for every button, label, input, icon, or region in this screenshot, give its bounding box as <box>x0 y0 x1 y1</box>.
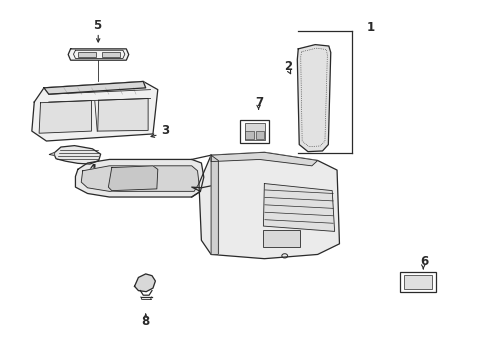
Polygon shape <box>44 81 146 94</box>
Polygon shape <box>81 166 199 192</box>
Text: 4: 4 <box>88 163 97 176</box>
Text: 1: 1 <box>367 21 375 34</box>
Text: 6: 6 <box>420 255 428 268</box>
Polygon shape <box>264 184 335 231</box>
Bar <box>400 272 437 292</box>
Text: 2: 2 <box>285 60 293 73</box>
Bar <box>404 275 433 289</box>
Bar <box>245 123 265 140</box>
Bar <box>240 120 269 143</box>
Bar <box>264 230 300 247</box>
Polygon shape <box>108 166 158 191</box>
Polygon shape <box>211 152 318 166</box>
Polygon shape <box>297 45 331 152</box>
Polygon shape <box>75 159 204 197</box>
Polygon shape <box>98 99 148 131</box>
Polygon shape <box>211 155 219 255</box>
Bar <box>102 53 121 57</box>
Polygon shape <box>32 81 158 141</box>
Text: 8: 8 <box>142 315 150 328</box>
Bar <box>256 131 265 139</box>
Polygon shape <box>199 152 340 259</box>
Polygon shape <box>49 152 54 156</box>
Text: 7: 7 <box>255 95 264 108</box>
Polygon shape <box>53 145 100 164</box>
Polygon shape <box>68 49 129 60</box>
Bar <box>78 53 96 57</box>
Bar <box>245 131 254 139</box>
Text: 5: 5 <box>93 19 101 32</box>
Text: 3: 3 <box>161 124 169 137</box>
Polygon shape <box>39 100 92 133</box>
Polygon shape <box>135 274 155 292</box>
